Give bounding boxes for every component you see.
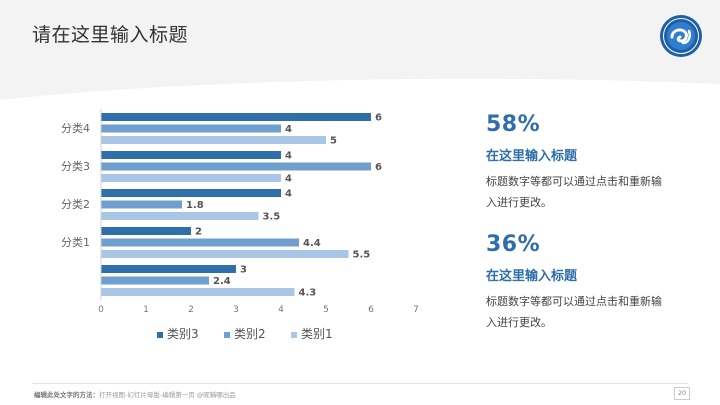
bar-cat2-s1[interactable] bbox=[101, 200, 182, 209]
bar-cat2-s0[interactable] bbox=[101, 189, 281, 197]
data-label-cat1-s0: 2 bbox=[195, 227, 202, 238]
data-label-cat2-s0: 4 bbox=[285, 189, 292, 200]
data-label-cat2-s2: 3.5 bbox=[263, 212, 281, 223]
category-label-2: 分类2 bbox=[61, 197, 90, 211]
legend-swatch-2[interactable] bbox=[291, 332, 297, 338]
page-number: 20 bbox=[674, 387, 690, 400]
data-label-cat4-s0: 6 bbox=[375, 113, 382, 124]
data-label-cat3-s2: 4 bbox=[285, 174, 292, 185]
chart-category-labels: 分类4 分类3 分类2 分类1 bbox=[61, 121, 90, 249]
data-label-cat2-s1: 1.8 bbox=[186, 200, 204, 211]
legend-label-0[interactable]: 类别3 bbox=[167, 327, 199, 341]
footer-divider bbox=[32, 383, 688, 384]
page-title[interactable]: 请在这里输入标题 bbox=[32, 24, 189, 46]
legend-label-2[interactable]: 类别1 bbox=[301, 327, 333, 341]
legend-swatch-0[interactable] bbox=[157, 332, 163, 338]
stat-1-title[interactable]: 在这里输入标题 bbox=[486, 149, 578, 164]
x-tick-label-2: 2 bbox=[188, 305, 194, 315]
stat-1-description[interactable]: 标题数字等都可以通过点击和重新输入进行更改。 bbox=[486, 175, 662, 209]
bar-chart: 6 4 5 4 6 4 4 1.8 3.5 2 4.4 5.5 3 2.4 4.3 分类4 分类3 分类2 分类1… bbox=[61, 109, 419, 341]
school-logo-icon bbox=[660, 15, 702, 57]
bar-cat1-s2[interactable] bbox=[101, 250, 349, 258]
data-label-cat4-s2: 5 bbox=[330, 136, 337, 147]
x-tick-label-4: 4 bbox=[278, 305, 284, 315]
data-label-cat0-s0: 3 bbox=[240, 265, 247, 276]
footer-note-label: 编辑此处文字的方法： bbox=[34, 391, 99, 399]
x-tick-label-6: 6 bbox=[368, 305, 374, 315]
data-label-cat0-s1: 2.4 bbox=[213, 276, 231, 287]
chart-x-axis: 0 1 2 3 4 5 6 7 bbox=[98, 109, 419, 315]
x-tick-label-0: 0 bbox=[98, 305, 104, 315]
footer-note-text: 打开视图-幻灯片母版-编辑第一页 @昵稱哪出品 bbox=[99, 391, 236, 399]
bar-cat4-s0[interactable] bbox=[101, 113, 371, 121]
stat-2-title[interactable]: 在这里输入标题 bbox=[486, 269, 578, 284]
header-curve-decoration bbox=[0, 72, 720, 100]
stat-2-value[interactable]: 36% bbox=[486, 232, 541, 257]
data-label-cat4-s1: 4 bbox=[285, 124, 292, 135]
data-label-cat3-s1: 6 bbox=[375, 162, 382, 173]
bar-cat3-s2[interactable] bbox=[101, 174, 281, 182]
x-tick-label-7: 7 bbox=[413, 305, 419, 315]
bar-cat4-s1[interactable] bbox=[101, 124, 281, 133]
bar-cat0-s2[interactable] bbox=[101, 288, 295, 296]
category-label-3: 分类3 bbox=[61, 159, 90, 173]
bar-cat2-s2[interactable] bbox=[101, 212, 259, 220]
x-tick-label-5: 5 bbox=[323, 305, 329, 315]
bar-cat1-s1[interactable] bbox=[101, 238, 299, 247]
bar-cat1-s0[interactable] bbox=[101, 227, 191, 235]
x-tick-label-1: 1 bbox=[143, 305, 149, 315]
legend-swatch-1[interactable] bbox=[224, 332, 230, 338]
stat-1-value[interactable]: 58% bbox=[486, 112, 541, 137]
chart-legend[interactable]: 类别3 类别2 类别1 bbox=[157, 327, 333, 341]
bar-cat4-s2[interactable] bbox=[101, 136, 326, 144]
stat-2-description[interactable]: 标题数字等都可以通过点击和重新输入进行更改。 bbox=[486, 295, 662, 329]
data-label-cat3-s0: 4 bbox=[285, 151, 292, 162]
chart-bars: 6 4 5 4 6 4 4 1.8 3.5 2 4.4 5.5 3 2.4 4.3 bbox=[101, 113, 382, 299]
data-label-cat0-s2: 4.3 bbox=[299, 288, 317, 299]
bar-cat0-s1[interactable] bbox=[101, 276, 209, 285]
data-label-cat1-s2: 5.5 bbox=[353, 250, 371, 261]
footer-note: 编辑此处文字的方法：打开视图-幻灯片母版-编辑第一页 @昵稱哪出品 bbox=[34, 389, 236, 399]
bar-cat3-s1[interactable] bbox=[101, 162, 371, 171]
data-label-cat1-s1: 4.4 bbox=[303, 238, 321, 249]
header-band bbox=[0, 0, 720, 100]
bar-cat3-s0[interactable] bbox=[101, 151, 281, 159]
legend-label-1[interactable]: 类别2 bbox=[234, 327, 266, 341]
category-label-4: 分类4 bbox=[61, 121, 90, 135]
category-label-1: 分类1 bbox=[61, 235, 90, 249]
x-tick-label-3: 3 bbox=[233, 305, 239, 315]
bar-cat0-s0[interactable] bbox=[101, 265, 236, 273]
